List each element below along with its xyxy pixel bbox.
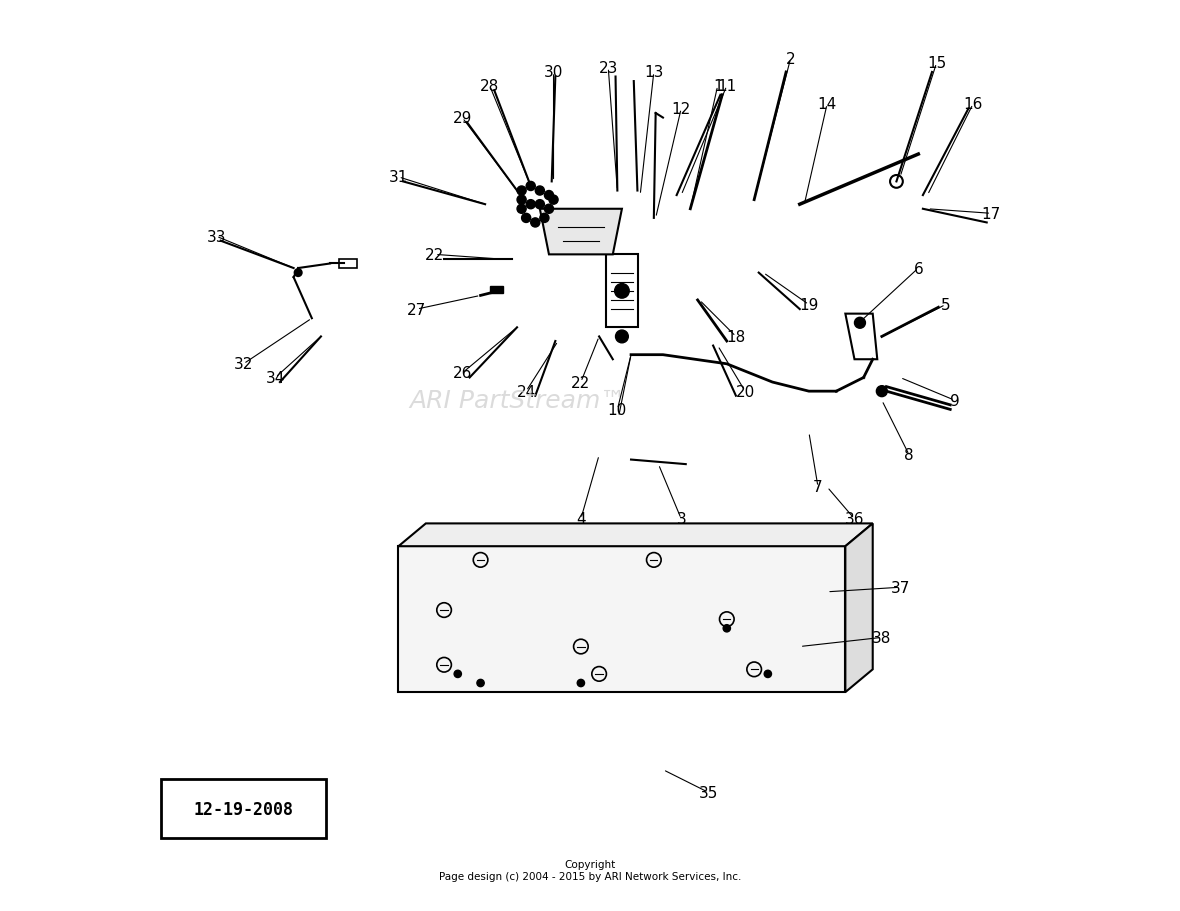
Text: 17: 17 [982, 207, 1001, 221]
Text: 4: 4 [576, 512, 585, 527]
Text: 16: 16 [963, 97, 983, 112]
Text: 33: 33 [206, 230, 225, 244]
Text: 2: 2 [786, 52, 795, 67]
Polygon shape [490, 287, 504, 293]
Text: 8: 8 [904, 448, 914, 463]
Circle shape [536, 200, 544, 210]
Circle shape [549, 196, 558, 205]
Text: 38: 38 [872, 630, 892, 645]
Circle shape [536, 187, 544, 196]
FancyBboxPatch shape [162, 779, 326, 838]
Circle shape [544, 191, 553, 200]
Text: ARI PartStream™: ARI PartStream™ [408, 389, 625, 413]
Circle shape [544, 205, 553, 214]
Circle shape [454, 670, 461, 678]
Text: 27: 27 [407, 302, 426, 317]
Text: 23: 23 [598, 61, 618, 76]
Text: 34: 34 [266, 371, 286, 385]
Circle shape [577, 680, 584, 687]
Text: 30: 30 [544, 66, 563, 80]
Text: 7: 7 [813, 480, 822, 495]
Polygon shape [399, 547, 845, 692]
Text: 19: 19 [799, 298, 819, 312]
Text: 22: 22 [425, 248, 445, 262]
Text: 31: 31 [388, 170, 408, 185]
Polygon shape [399, 524, 873, 547]
Text: 10: 10 [608, 403, 627, 417]
Circle shape [723, 625, 730, 632]
Text: 20: 20 [735, 384, 755, 399]
Text: 35: 35 [699, 785, 719, 800]
Circle shape [877, 386, 887, 397]
Text: 28: 28 [480, 79, 499, 94]
Circle shape [517, 196, 526, 205]
Circle shape [539, 214, 549, 223]
Circle shape [526, 182, 536, 191]
Text: 9: 9 [950, 394, 959, 408]
Text: 14: 14 [818, 97, 837, 112]
Text: 32: 32 [234, 357, 254, 372]
Text: 13: 13 [644, 66, 663, 80]
Text: 1: 1 [713, 79, 722, 94]
Text: 5: 5 [940, 298, 951, 312]
Text: 3: 3 [676, 512, 686, 527]
Circle shape [526, 200, 536, 210]
Text: 26: 26 [453, 366, 472, 381]
Text: 22: 22 [571, 375, 590, 390]
Circle shape [854, 318, 865, 329]
Text: 12-19-2008: 12-19-2008 [194, 800, 294, 818]
Circle shape [294, 269, 303, 278]
Circle shape [531, 219, 539, 228]
Text: 12: 12 [671, 102, 690, 117]
Polygon shape [539, 210, 622, 255]
Circle shape [765, 670, 772, 678]
Polygon shape [845, 524, 873, 692]
Circle shape [522, 214, 531, 223]
Text: 18: 18 [727, 330, 746, 344]
Text: 24: 24 [517, 384, 536, 399]
Circle shape [477, 680, 484, 687]
Text: 15: 15 [927, 56, 946, 71]
Text: 36: 36 [845, 512, 864, 527]
Text: 11: 11 [717, 79, 736, 94]
Circle shape [517, 187, 526, 196]
Text: 6: 6 [913, 261, 923, 276]
Text: Copyright
Page design (c) 2004 - 2015 by ARI Network Services, Inc.: Copyright Page design (c) 2004 - 2015 by… [439, 859, 741, 881]
Circle shape [517, 205, 526, 214]
Text: 37: 37 [891, 580, 910, 595]
Circle shape [616, 331, 628, 343]
Circle shape [615, 284, 629, 299]
Text: 29: 29 [453, 111, 472, 126]
